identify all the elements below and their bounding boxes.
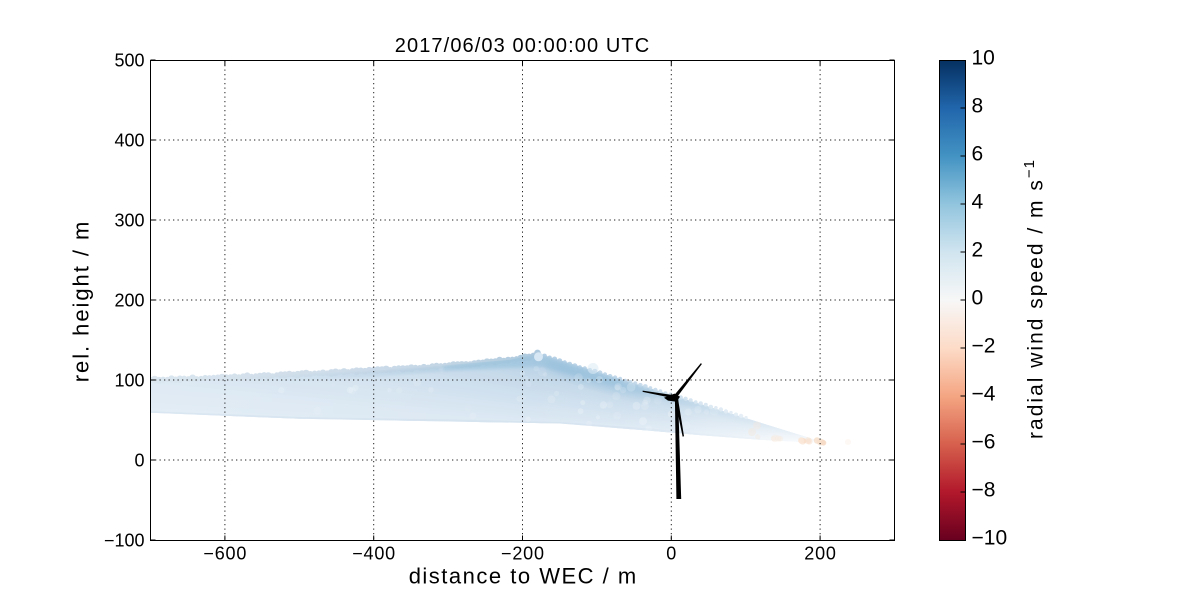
svg-text:0: 0 — [972, 287, 984, 310]
svg-text:−10: −10 — [972, 527, 1008, 550]
svg-text:4: 4 — [972, 191, 984, 214]
svg-text:distance to WEC / m: distance to WEC / m — [409, 564, 638, 589]
svg-text:400: 400 — [114, 130, 144, 150]
svg-text:−100: −100 — [104, 530, 145, 550]
svg-text:2017/06/03 00:00:00 UTC: 2017/06/03 00:00:00 UTC — [395, 35, 650, 57]
svg-text:−6: −6 — [972, 431, 996, 454]
svg-text:300: 300 — [114, 210, 144, 230]
svg-text:0: 0 — [134, 450, 144, 470]
svg-text:rel. height / m: rel. height / m — [69, 220, 94, 383]
svg-text:200: 200 — [804, 544, 836, 564]
svg-text:10: 10 — [972, 47, 995, 70]
svg-text:−4: −4 — [972, 383, 996, 406]
svg-text:−400: −400 — [352, 544, 396, 564]
svg-text:−200: −200 — [501, 544, 545, 564]
svg-text:−2: −2 — [972, 335, 996, 358]
svg-text:2: 2 — [972, 239, 984, 262]
svg-text:0: 0 — [666, 544, 677, 564]
svg-text:100: 100 — [114, 370, 144, 390]
svg-text:−600: −600 — [203, 544, 247, 564]
svg-text:radial wind speed / m s−1: radial wind speed / m s−1 — [1021, 159, 1048, 439]
svg-text:8: 8 — [972, 95, 984, 118]
svg-text:200: 200 — [114, 290, 144, 310]
svg-text:−8: −8 — [972, 479, 996, 502]
svg-text:500: 500 — [114, 50, 144, 70]
svg-text:6: 6 — [972, 143, 984, 166]
